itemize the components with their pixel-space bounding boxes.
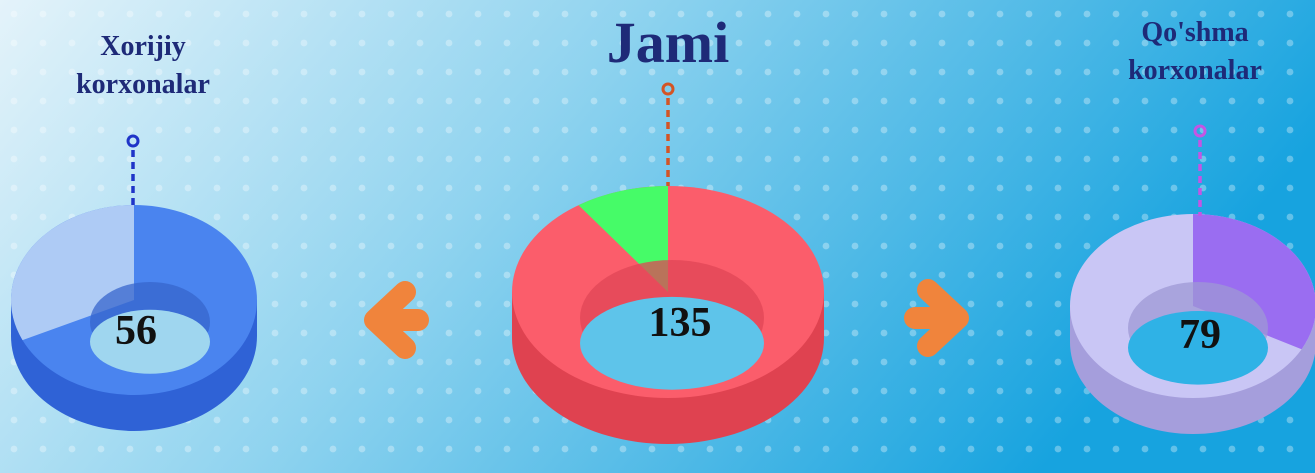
donut-hole bbox=[580, 296, 764, 390]
pointer-dot bbox=[661, 82, 675, 96]
label: Qo'shma korxonalar bbox=[1128, 17, 1262, 86]
title: Jami bbox=[606, 10, 730, 75]
pointer-dot bbox=[126, 134, 140, 148]
value: 56 bbox=[115, 308, 157, 354]
pointer-dot bbox=[1193, 124, 1207, 138]
label: Xorijiy korxonalar bbox=[76, 31, 210, 100]
value: 135 bbox=[648, 300, 712, 346]
value: 79 bbox=[1179, 312, 1221, 358]
donut-hole bbox=[1128, 311, 1268, 385]
donut-hole bbox=[90, 309, 210, 374]
